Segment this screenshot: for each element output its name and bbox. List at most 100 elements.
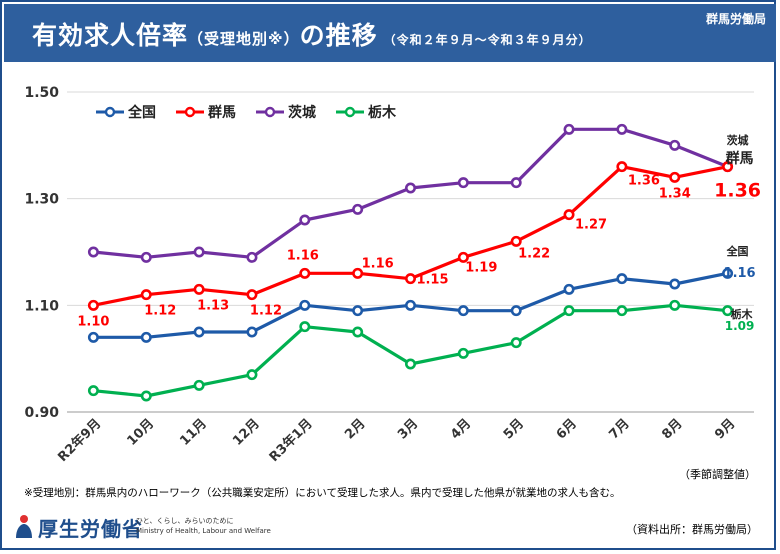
legend-label: 茨城: [288, 104, 316, 121]
data-point: [246, 251, 258, 263]
data-point: [669, 278, 681, 290]
x-tick-label: 3月: [395, 416, 421, 442]
line-chart: 0.90 1.10 1.30 1.50 R2年9月 10月 11月 12月 R3年1月 2月 3月 4…: [24, 85, 761, 466]
data-point: [140, 331, 152, 343]
data-point: [246, 326, 258, 338]
org-label: 群馬労働局: [705, 12, 766, 26]
end-label-gunma: 群馬: [725, 150, 754, 167]
gunma-data-label: 1.15: [416, 273, 448, 288]
data-point: [299, 267, 311, 279]
source-note: （資料出所：群馬労働局）: [626, 523, 758, 536]
data-point: [510, 337, 522, 349]
data-point: [140, 289, 152, 301]
gunma-data-label: 1.13: [197, 298, 229, 313]
data-point: [299, 214, 311, 226]
gunma-data-label: 1.34: [659, 186, 691, 201]
data-point: [510, 305, 522, 317]
data-point: [669, 171, 681, 183]
legend-label: 全国: [127, 104, 156, 121]
national-last-label: 1.16: [724, 266, 756, 281]
gunma-data-label: 1.12: [250, 304, 282, 319]
x-tick-label: 9月: [712, 416, 738, 442]
data-point: [352, 326, 364, 338]
gunma-data-label: 1.22: [518, 246, 550, 261]
logo-tagline: ひと、くらし、みらいのために: [136, 517, 234, 525]
mhlw-logo: 厚生労働省 ひと、くらし、みらいのために Ministry of Health,…: [12, 510, 282, 544]
x-tick-label: R2年9月: [55, 416, 105, 466]
gunma-data-label: 1.36: [628, 174, 660, 189]
x-tick-label: 5月: [501, 416, 527, 442]
x-tick-label: 11月: [177, 416, 210, 449]
title-sub: （受理地別※）: [188, 30, 300, 48]
y-tick-label: 0.90: [24, 405, 59, 421]
data-point: [299, 321, 311, 333]
data-point: [563, 305, 575, 317]
gunma-data-label: 1.12: [144, 304, 176, 319]
data-point: [352, 305, 364, 317]
series-line-3: [93, 303, 728, 398]
data-point: [563, 283, 575, 295]
x-tick-label: 2月: [342, 416, 368, 442]
data-point: [87, 331, 99, 343]
tochigi-last-label: 1.09: [725, 319, 755, 333]
header-bar: 有効求人倍率（受理地別※）の推移 （令和２年９月～令和３年９月分） 群馬労働局: [4, 4, 776, 62]
data-point: [140, 251, 152, 263]
data-point: [352, 267, 364, 279]
data-point: [404, 182, 416, 194]
legend-label: 栃木: [368, 104, 397, 121]
y-tick-label: 1.30: [24, 192, 59, 208]
legend-marker: [344, 106, 356, 118]
data-point: [669, 299, 681, 311]
data-point: [722, 161, 734, 173]
gunma-data-label: 1.27: [575, 218, 607, 233]
title-main: 有効求人倍率: [32, 21, 189, 50]
data-point: [510, 235, 522, 247]
data-point: [404, 299, 416, 311]
gunma-data-label: 1.10: [77, 314, 109, 329]
data-point: [457, 251, 469, 263]
gunma-data-label: 1.16: [362, 256, 394, 271]
data-point: [563, 209, 575, 221]
logo-name: 厚生労働省: [38, 517, 143, 541]
mhlw-logo-icon: [16, 515, 32, 538]
data-point: [457, 305, 469, 317]
seasonal-note: （季節調整値）: [679, 468, 756, 481]
x-tick-label: 7月: [607, 416, 633, 442]
data-point: [299, 299, 311, 311]
legend-marker: [264, 106, 276, 118]
data-point: [246, 289, 258, 301]
x-tick-label: R3年1月: [266, 416, 316, 466]
legend-marker: [184, 106, 196, 118]
end-label-tochigi: 栃木: [731, 307, 754, 321]
data-point: [193, 283, 205, 295]
data-point: [563, 123, 575, 135]
legend-label: 群馬: [207, 104, 236, 121]
data-point: [193, 326, 205, 338]
title-period: （令和２年９月～令和３年９月分）: [383, 33, 592, 47]
data-point: [722, 305, 734, 317]
data-point: [193, 246, 205, 258]
x-tick-label: 10月: [125, 416, 158, 449]
footnote: ※受理地別：群馬県内のハローワーク（公共職業安定所）において受理した求人。県内で…: [24, 487, 621, 499]
end-label-ibaraki: 茨城: [727, 133, 749, 147]
data-point: [722, 267, 734, 279]
data-point: [616, 123, 628, 135]
x-tick-label: 8月: [659, 416, 685, 442]
data-point: [616, 161, 628, 173]
data-point: [457, 177, 469, 189]
data-point: [352, 203, 364, 215]
data-point: [193, 379, 205, 391]
data-point: [87, 299, 99, 311]
x-tick-label: 6月: [554, 416, 580, 442]
gunma-data-label: 1.19: [465, 260, 497, 275]
data-point: [457, 347, 469, 359]
gunma-last-label: 1.36: [714, 180, 761, 202]
data-point: [246, 369, 258, 381]
y-tick-label: 1.50: [24, 85, 59, 101]
data-point: [669, 139, 681, 151]
x-tick-label: 4月: [448, 416, 474, 442]
title-end: の推移: [299, 21, 378, 50]
data-point: [87, 385, 99, 397]
gunma-data-label: 1.16: [287, 248, 319, 263]
